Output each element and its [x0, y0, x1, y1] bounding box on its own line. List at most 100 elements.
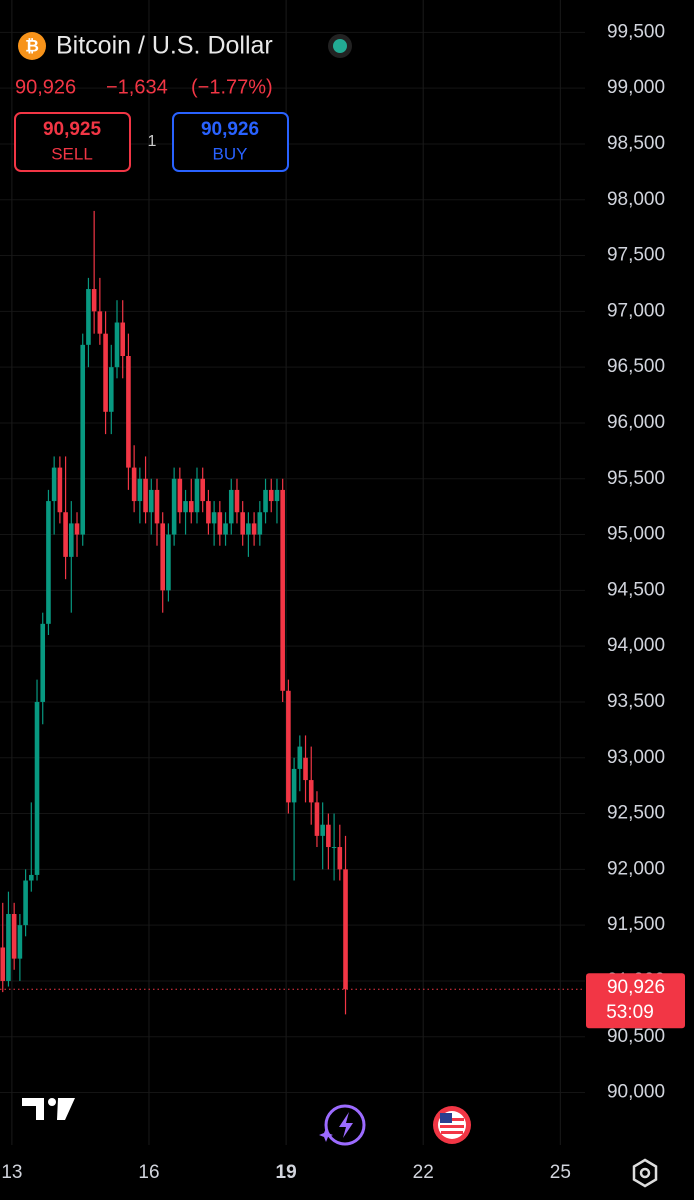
symbol: Bitcoin / U.S. Dollar	[56, 32, 273, 60]
candle-body	[308, 780, 314, 803]
candle-body	[74, 523, 80, 535]
btc-icon-glyph: ₿	[25, 36, 39, 55]
change: −1,634	[106, 76, 168, 98]
candle-body	[103, 333, 108, 412]
y-tick-label: 99,500	[607, 21, 665, 42]
candle-body	[251, 523, 257, 535]
candle-body	[80, 344, 86, 535]
candle-body	[6, 913, 11, 981]
candle-body	[160, 523, 166, 591]
spread: 1	[148, 133, 157, 150]
candle-body	[206, 501, 211, 524]
candle-body	[34, 701, 40, 875]
candle-body	[63, 512, 68, 557]
last-price: 90,926	[15, 76, 76, 98]
x-tick-label: 25	[550, 1162, 571, 1183]
x-tick-label: 22	[413, 1162, 434, 1183]
candle-body	[246, 523, 251, 535]
candles	[0, 210, 348, 1015]
candle-body	[194, 478, 200, 513]
candle-body	[326, 824, 331, 848]
candle-body	[68, 523, 74, 557]
x-tick-label: 13	[1, 1162, 22, 1183]
buy-button[interactable]	[172, 112, 289, 172]
candle-body	[297, 746, 303, 769]
candle-body	[40, 623, 46, 702]
candle-body	[291, 768, 297, 803]
candle-body	[86, 289, 91, 345]
candle-body	[263, 489, 268, 513]
y-tick-label: 90,500	[607, 1026, 665, 1047]
candle-body	[0, 947, 6, 981]
candle-body	[29, 874, 34, 881]
candle-body	[51, 467, 57, 502]
candle-body	[320, 824, 325, 836]
y-tick-label: 96,500	[607, 356, 665, 377]
y-tick-label: 91,500	[607, 914, 665, 935]
sell-button[interactable]	[14, 112, 131, 172]
us-flag-icon[interactable]	[433, 1106, 471, 1144]
candle-body	[131, 467, 137, 502]
y-tick-label: 93,000	[607, 747, 665, 768]
candle-body	[166, 534, 171, 591]
candle-body	[57, 467, 63, 513]
y-tick-label: 97,000	[607, 300, 665, 321]
y-tick-label: 92,000	[607, 858, 665, 879]
candle-body	[343, 869, 348, 990]
candle-body	[11, 913, 17, 959]
candle-body	[143, 478, 148, 513]
axes: 90,00090,50091,00091,50092,00092,50093,0…	[0, 21, 685, 1183]
candle-body	[257, 512, 263, 535]
sell-price: 90,925	[43, 119, 102, 140]
btc-icon	[18, 32, 46, 60]
candle-body	[114, 322, 120, 368]
candle-body	[211, 512, 217, 524]
candle-body	[148, 489, 154, 513]
x-tick-label: 19	[276, 1162, 297, 1183]
price-tag	[586, 973, 685, 1029]
candle-body	[337, 847, 343, 870]
candle-body	[268, 489, 274, 502]
change-pct: (−1.77%)	[191, 76, 273, 98]
candle-body	[171, 478, 177, 535]
y-tick-label: 95,500	[607, 468, 665, 489]
candle-body	[91, 289, 97, 312]
candle-body	[234, 489, 240, 513]
candle-body	[280, 489, 285, 691]
settings-icon[interactable]	[632, 1158, 658, 1188]
y-tick-label: 97,500	[607, 245, 665, 266]
candle-body	[177, 478, 183, 513]
y-tick-label: 98,500	[607, 133, 665, 154]
candle-body	[331, 847, 337, 849]
candle-body	[108, 367, 114, 412]
candle-body	[217, 512, 223, 535]
candle-body	[200, 478, 205, 502]
candle-body	[17, 925, 23, 959]
y-tick-label: 96,000	[607, 412, 665, 433]
candle-body	[286, 690, 291, 803]
candle-body	[274, 489, 280, 502]
y-tick-label: 95,000	[607, 524, 665, 545]
y-tick-label: 94,000	[607, 635, 665, 656]
sell-label: SELL	[51, 144, 93, 163]
y-tick-label: 93,500	[607, 691, 665, 712]
candle-body	[46, 501, 51, 624]
candle-body	[223, 523, 228, 535]
candle-body	[97, 311, 103, 334]
candle-body	[120, 322, 126, 356]
lightning-icon[interactable]	[319, 1104, 366, 1146]
buy-price: 90,926	[201, 119, 259, 140]
candle-body	[188, 501, 194, 513]
status-dot	[333, 39, 347, 53]
candle-body	[314, 802, 320, 836]
candle-body	[228, 489, 234, 524]
candle-body	[183, 501, 188, 513]
y-tick-label: 92,500	[607, 803, 665, 824]
candle-body	[154, 489, 160, 524]
candle-body	[126, 355, 131, 468]
price-tag-value: 90,926	[607, 977, 665, 998]
candle-body	[137, 478, 143, 502]
tv-logo	[22, 1098, 75, 1120]
